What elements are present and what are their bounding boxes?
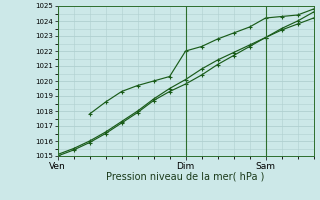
X-axis label: Pression niveau de la mer( hPa ): Pression niveau de la mer( hPa ) <box>107 172 265 182</box>
